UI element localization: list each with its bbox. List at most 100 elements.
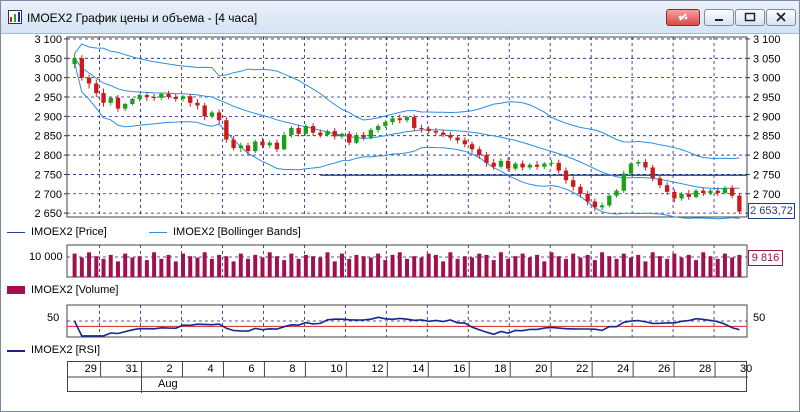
bollinger-lower-band <box>74 62 740 220</box>
volume-bar <box>339 253 344 277</box>
candle-body <box>296 127 301 134</box>
candle-body <box>607 195 612 206</box>
candle-body <box>599 205 605 208</box>
close-button[interactable] <box>766 9 796 26</box>
price-y-tick-label-right: 2 700 <box>753 189 781 201</box>
minimize-icon <box>715 19 723 21</box>
volume-bar <box>715 258 720 277</box>
link-icon <box>678 13 688 21</box>
candle-body <box>686 193 691 197</box>
candle-body <box>123 103 128 109</box>
volume-bar <box>433 254 438 277</box>
candle-body <box>188 96 193 103</box>
volume-last-value-badge: 9 816 <box>748 250 783 266</box>
volume-bar <box>643 261 648 277</box>
candle-body <box>513 163 518 169</box>
rsi-panel[interactable]: 50 50 <box>3 303 797 339</box>
volume-chart[interactable] <box>3 243 797 279</box>
candle-body <box>664 185 670 192</box>
candle-body <box>621 173 626 191</box>
candle-body <box>433 131 439 133</box>
volume-bar <box>455 258 460 277</box>
price-y-tick-label: 3 050 <box>34 53 62 65</box>
window-title: IMOEX2 График цены и объема - [4 часа] <box>27 11 258 25</box>
chart-area: 3 100 3 100 3 050 3 050 3 000 3 000 2 950 2 950… <box>3 35 797 409</box>
minimize-button[interactable] <box>704 9 734 26</box>
date-tick-label: 14 <box>412 363 425 375</box>
volume-bar <box>672 253 677 277</box>
volume-bar <box>94 256 99 277</box>
candle-body <box>469 144 475 150</box>
candle-body <box>339 133 345 137</box>
volume-legend: IMOEX2 [Volume] <box>3 283 797 299</box>
date-tick-label: 28 <box>699 363 712 375</box>
maximize-icon <box>744 12 756 22</box>
candle-body <box>216 112 222 121</box>
volume-bar <box>535 254 540 277</box>
candle-body <box>101 93 106 103</box>
volume-bar <box>318 257 323 277</box>
candle-body <box>672 191 677 199</box>
candle-body <box>310 126 316 133</box>
price-panel[interactable]: 3 100 3 100 3 050 3 050 3 000 3 000 2 950 2 950… <box>3 35 797 221</box>
volume-bar <box>462 256 467 277</box>
volume-bar <box>311 256 316 277</box>
volume-bar <box>101 258 106 277</box>
price-y-tick-label-right: 2 950 <box>753 92 781 104</box>
candle-body <box>448 134 453 138</box>
volume-bar <box>556 256 561 277</box>
price-y-tick-label: 2 700 <box>34 189 62 201</box>
volume-bar <box>267 252 272 277</box>
volume-bar <box>159 258 164 277</box>
price-y-tick-label: 2 650 <box>34 208 62 220</box>
candle-body <box>202 105 207 117</box>
volume-panel[interactable]: 10 000 9 816 <box>3 243 797 279</box>
date-axis-dividers <box>68 362 748 393</box>
volume-bar <box>332 261 337 277</box>
price-legend: IMOEX2 [Price] IMOEX2 [Bollinger Bands] <box>3 225 797 241</box>
candle-body <box>636 162 641 164</box>
volume-bar <box>188 256 193 277</box>
candle-body <box>368 129 374 138</box>
rsi-chart[interactable] <box>3 303 797 339</box>
date-tick-label: 20 <box>535 363 548 375</box>
volume-bar <box>282 260 287 277</box>
date-tick-label: 10 <box>330 363 343 375</box>
price-y-tick-label: 2 900 <box>34 111 62 123</box>
volume-bar <box>217 254 222 277</box>
volume-bar <box>195 257 200 277</box>
volume-bar <box>79 257 84 277</box>
candle-body <box>715 190 720 193</box>
volume-bar <box>426 253 431 277</box>
price-y-tick-label-right: 3 050 <box>753 53 781 65</box>
candle-body <box>404 117 410 121</box>
price-chart[interactable]: 3 100 3 100 3 050 3 050 3 000 3 000 2 950 2 950… <box>3 35 797 221</box>
volume-bar <box>701 252 706 277</box>
date-tick-label: 30 <box>740 363 753 375</box>
pin-button[interactable] <box>666 9 700 26</box>
price-y-tick-label-right: 2 850 <box>753 131 781 143</box>
candle-body <box>462 140 467 145</box>
candle-body <box>94 83 99 94</box>
candle-body <box>151 97 157 98</box>
volume-bar <box>325 252 330 277</box>
candle-body <box>419 127 424 129</box>
title-bar[interactable]: IMOEX2 График цены и объема - [4 часа] <box>1 1 799 34</box>
volume-bar <box>571 253 576 277</box>
candle-body <box>708 190 713 193</box>
candle-body <box>578 186 583 194</box>
volume-legend-swatch <box>7 286 25 294</box>
volume-bar <box>274 256 279 277</box>
volume-bar <box>289 253 294 277</box>
candle-body <box>159 93 164 98</box>
candle-body <box>643 162 648 168</box>
date-tick-label: 18 <box>494 363 507 375</box>
volume-bar <box>484 254 489 277</box>
bollinger-middle-band <box>74 58 740 190</box>
candle-body <box>657 178 663 186</box>
date-axis[interactable]: 29 31 2 4 6 8 10 12 14 16 18 20 22 24 26 28 30 Aug <box>67 361 752 393</box>
candle-body <box>455 137 460 141</box>
maximize-button[interactable] <box>735 9 765 26</box>
volume-bar <box>585 254 590 277</box>
volume-bar <box>72 253 77 277</box>
